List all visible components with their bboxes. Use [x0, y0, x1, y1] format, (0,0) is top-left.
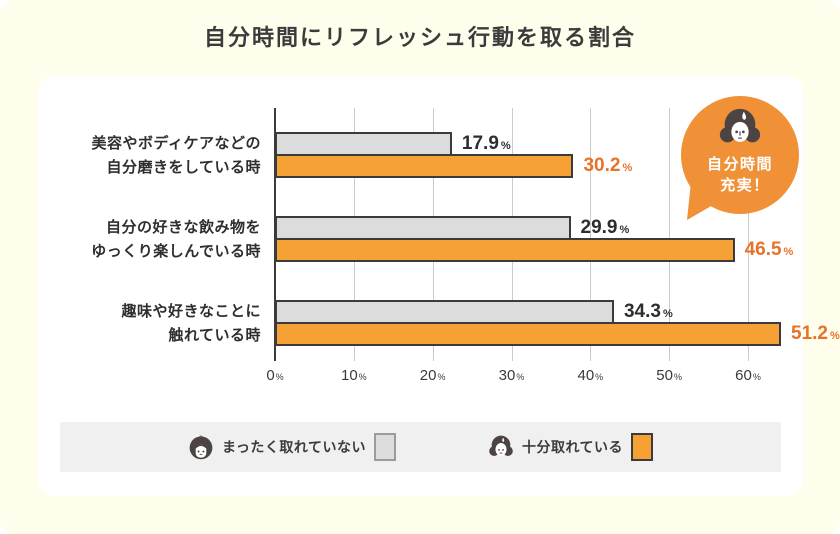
x-tick-label: 40%	[577, 367, 604, 384]
legend-label: 十分取れている	[521, 439, 624, 455]
bubble-line-2: 充実！	[720, 177, 770, 194]
bar-not-taken	[275, 216, 571, 240]
speech-bubble: 自分時間 充実！	[681, 96, 799, 220]
value-label: 17.9%	[461, 133, 511, 154]
bar-row: 46.5%	[275, 238, 840, 262]
category-label: 自分の好きな飲み物を ゆっくり楽しんでいる時	[91, 219, 261, 260]
bar-taken	[275, 322, 782, 346]
category-label: 趣味や好きなことに 触れている時	[121, 303, 261, 344]
bar-not-taken	[275, 132, 452, 156]
bar-row: 29.9%	[275, 216, 840, 240]
x-tick-label: 20%	[419, 367, 446, 384]
x-tick-label: 60%	[735, 367, 761, 384]
bubble-text: 自分時間 充実！	[707, 154, 773, 196]
legend-swatch	[373, 433, 396, 461]
legend-label: まったく取れていない	[221, 439, 366, 455]
woman-bob-hair-face-icon	[188, 434, 214, 460]
value-label: 34.3%	[623, 301, 673, 322]
gridline	[748, 108, 749, 361]
speech-bubble-tail	[687, 182, 725, 220]
x-axis: 0% 10% 20% 30% 40% 50% 60%	[266, 367, 761, 389]
bar-not-taken	[275, 300, 614, 324]
gridline	[669, 108, 671, 361]
bar-row: 30.2%	[275, 154, 840, 178]
x-tick-label: 10%	[340, 367, 367, 384]
legend-item: 十分取れている	[488, 433, 654, 461]
category-label: 美容やボディケアなどの 自分磨きをしている時	[91, 135, 261, 176]
value-label: 46.5%	[744, 239, 794, 260]
chart-card: 美容やボディケアなどの 自分磨きをしている時 自分の好きな飲み物を ゆっくり楽しんでい…	[38, 76, 840, 496]
gridline	[590, 108, 592, 361]
value-label: 30.2%	[583, 155, 633, 176]
value-label: 29.9%	[580, 217, 630, 238]
bubble-line-1: 自分時間	[706, 156, 773, 173]
page-title: 自分時間にリフレッシュ行動を取る割合	[203, 25, 636, 50]
x-tick-label: 0%	[266, 367, 284, 384]
bar-taken	[275, 154, 574, 178]
woman-wavy-hair-face-icon	[717, 106, 763, 152]
legend-item: まったく取れていない	[188, 433, 396, 461]
legend: まったく取れていない 十分取れている	[60, 422, 781, 472]
legend-swatch	[631, 433, 654, 461]
x-tick-label: 50%	[656, 367, 683, 384]
bar-row: 51.2%	[275, 322, 840, 346]
bar-taken	[275, 238, 735, 262]
woman-wavy-hair-face-icon	[488, 434, 514, 460]
plot-area: 17.9% 30.2% 29.9% 46.5% 34.3% 51.2%	[274, 108, 840, 361]
category-labels: 美容やボディケアなどの 自分磨きをしている時 自分の好きな飲み物を ゆっくり楽しんでい…	[38, 108, 261, 361]
x-tick-label: 30%	[498, 367, 525, 384]
value-label: 51.2%	[791, 323, 840, 344]
bar-row: 34.3%	[275, 300, 840, 324]
